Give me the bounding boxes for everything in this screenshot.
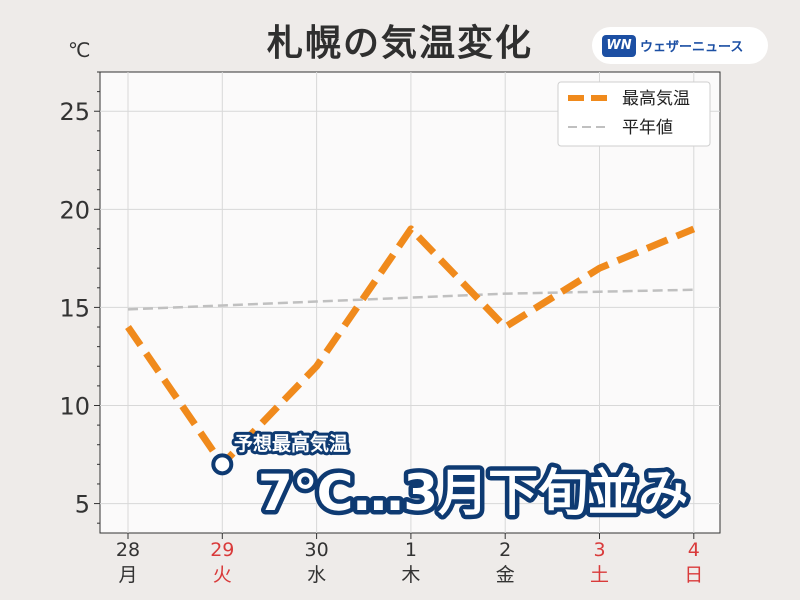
brand-logo-icon: WN <box>602 34 636 57</box>
y-tick-label: 25 <box>59 98 90 126</box>
highlight-point-marker <box>211 453 234 476</box>
x-tick-weekday: 木 <box>401 564 420 586</box>
chart-title: 札幌の気温変化 <box>266 23 533 64</box>
y-tick-label: 15 <box>59 294 90 322</box>
series-layer <box>125 225 696 476</box>
x-tick-day: 30 <box>305 539 329 561</box>
brand-badge: WN ウェザーニュース <box>592 27 768 64</box>
x-tick-day: 28 <box>116 539 140 561</box>
x-tick-weekday: 水 <box>307 564 326 586</box>
x-tick-day: 29 <box>210 539 234 561</box>
brand-name: ウェザーニュース <box>640 40 744 55</box>
axes: 5 10 15 20 25 28 月 29 火 30 水 1 木 2 金 3 土 4 日 <box>59 71 703 586</box>
plot-area <box>99 71 721 534</box>
y-tick-label: 5 <box>75 491 90 519</box>
x-tick-day: 4 <box>688 539 700 561</box>
y-axis-unit: ℃ <box>68 38 91 62</box>
x-tick-weekday: 日 <box>684 564 703 586</box>
legend-label-normal: 平年値 <box>622 118 673 138</box>
x-tick-weekday: 金 <box>496 564 515 586</box>
series-line-normal <box>127 288 694 311</box>
x-tick-weekday: 土 <box>590 564 609 586</box>
legend: 最高気温 平年値 <box>557 81 711 147</box>
y-tick-label: 20 <box>59 196 90 224</box>
callout-headline: 7℃…3月下旬並み <box>258 464 688 522</box>
x-tick-day: 3 <box>593 539 605 561</box>
legend-label-max: 最高気温 <box>622 89 690 109</box>
callout-label: 予想最高気温 <box>234 432 348 455</box>
x-tick-weekday: 火 <box>213 564 232 586</box>
x-tick-day: 1 <box>405 539 417 561</box>
x-tick-weekday: 月 <box>118 564 137 586</box>
y-tick-label: 10 <box>59 392 90 420</box>
x-tick-day: 2 <box>499 539 511 561</box>
